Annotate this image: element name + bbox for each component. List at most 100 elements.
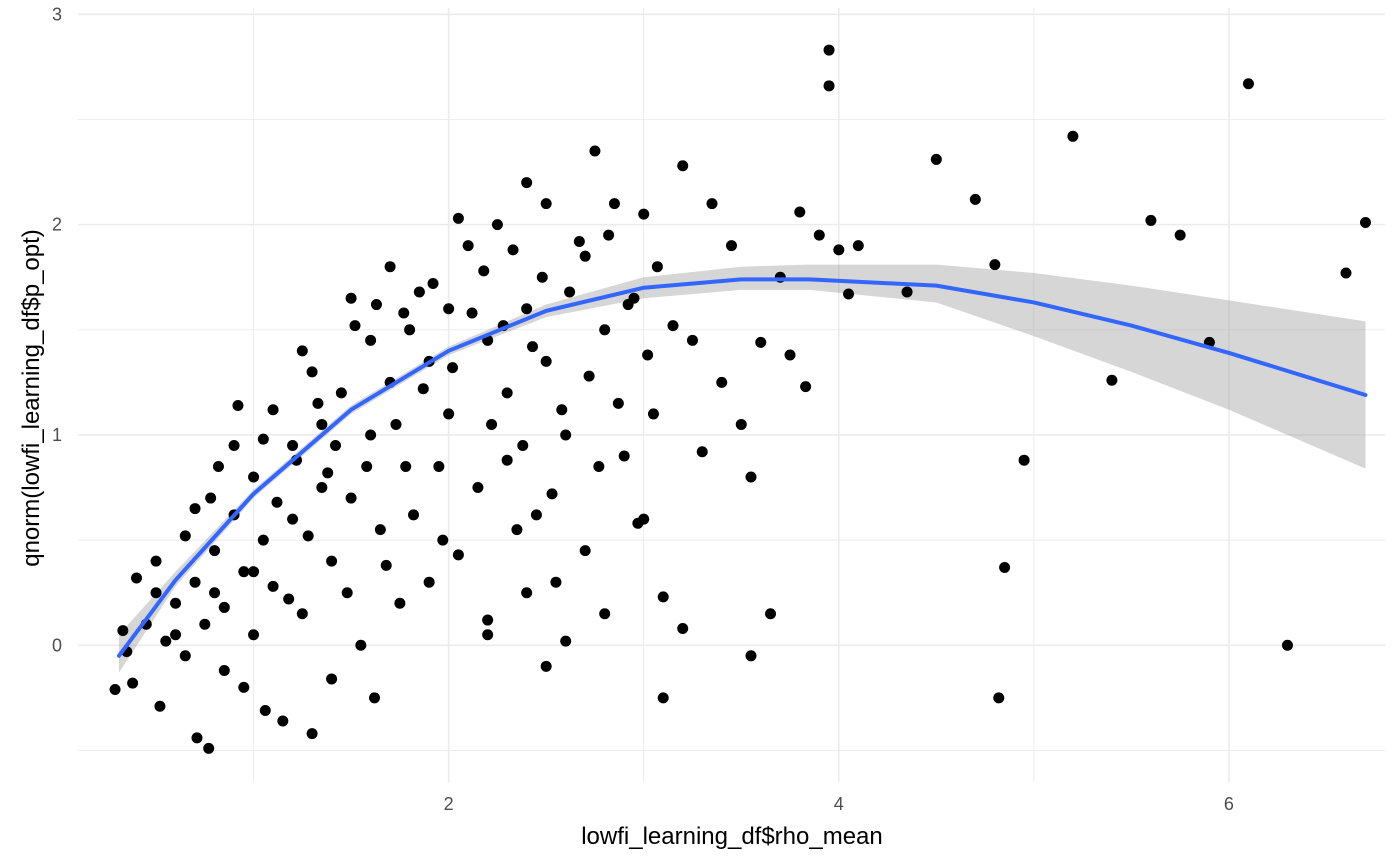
data-point	[1242, 78, 1254, 90]
data-point	[1067, 130, 1079, 142]
data-point	[583, 370, 595, 382]
data-point	[599, 324, 611, 336]
data-point	[427, 278, 439, 290]
data-point	[638, 208, 650, 220]
data-point	[127, 677, 139, 689]
data-point	[154, 700, 166, 712]
data-point	[540, 355, 552, 367]
data-point	[257, 433, 269, 445]
data-point	[131, 572, 143, 584]
data-point	[478, 265, 490, 277]
data-point	[618, 450, 630, 462]
data-point	[326, 673, 338, 685]
y-tick-label: 3	[52, 4, 62, 24]
data-point	[228, 439, 240, 451]
data-point	[267, 580, 279, 592]
data-point	[355, 639, 367, 651]
data-point	[287, 513, 299, 525]
data-point	[365, 429, 377, 441]
data-point	[462, 240, 474, 252]
data-point	[622, 299, 634, 311]
data-point	[696, 446, 708, 458]
data-point	[259, 704, 271, 716]
data-point	[322, 467, 334, 479]
data-point	[1340, 267, 1352, 279]
data-point	[109, 683, 121, 695]
data-point	[365, 334, 377, 346]
data-point	[599, 608, 611, 620]
data-point	[706, 198, 718, 210]
data-point	[189, 576, 201, 588]
x-tick-label: 6	[1224, 794, 1234, 814]
data-point	[374, 524, 386, 536]
data-point	[443, 303, 455, 315]
data-point	[1106, 374, 1118, 386]
data-point	[536, 271, 548, 283]
data-point	[530, 509, 542, 521]
data-point	[150, 555, 162, 567]
data-point	[335, 387, 347, 399]
data-point	[593, 461, 605, 473]
data-point	[823, 44, 835, 56]
y-axis-title: qnorm(lowfi_learning_df$p_opt)	[18, 229, 45, 567]
data-point	[930, 153, 942, 165]
data-point	[1145, 214, 1157, 226]
data-point	[813, 229, 825, 241]
data-point	[302, 530, 314, 542]
data-point	[423, 576, 435, 588]
major-gridlines	[78, 8, 1385, 782]
data-point	[160, 635, 172, 647]
data-point	[1174, 229, 1186, 241]
data-point	[1359, 217, 1371, 229]
y-axis-tick-labels: 0 1 2 3	[52, 4, 62, 655]
data-point	[349, 320, 361, 332]
smooth-line-layer	[116, 277, 1368, 658]
data-point	[560, 635, 572, 647]
data-point	[443, 408, 455, 420]
x-axis-title: lowfi_learning_df$rho_mean	[581, 823, 883, 850]
data-point	[345, 292, 357, 304]
data-point	[326, 555, 338, 567]
data-point	[638, 513, 650, 525]
data-point	[150, 587, 162, 599]
data-point	[755, 336, 767, 348]
data-point	[521, 177, 533, 189]
data-point	[677, 622, 689, 634]
data-point	[556, 404, 568, 416]
data-point	[257, 534, 269, 546]
data-point	[579, 250, 591, 262]
data-point	[521, 587, 533, 599]
data-point	[573, 235, 585, 247]
data-point	[209, 587, 221, 599]
data-point	[843, 288, 855, 300]
data-point	[361, 461, 373, 473]
data-point	[1018, 454, 1030, 466]
data-point	[287, 439, 299, 451]
data-point	[501, 454, 513, 466]
data-point	[651, 261, 663, 273]
data-point	[306, 366, 318, 378]
data-point	[400, 461, 412, 473]
data-point	[677, 160, 689, 172]
data-point	[1281, 639, 1293, 651]
data-point	[117, 625, 129, 637]
data-point	[238, 681, 250, 693]
data-point	[501, 387, 513, 399]
data-point	[517, 439, 529, 451]
data-point	[507, 244, 519, 256]
y-tick-label: 2	[52, 215, 62, 235]
y-tick-label: 1	[52, 425, 62, 445]
x-tick-label: 2	[444, 794, 454, 814]
data-point	[546, 488, 558, 500]
data-point	[248, 566, 260, 578]
data-point	[267, 404, 279, 416]
data-point	[238, 566, 250, 578]
data-point	[370, 299, 382, 311]
data-point	[316, 418, 328, 430]
x-axis-tick-labels: 2 4 6	[444, 794, 1234, 814]
data-point	[833, 244, 845, 256]
data-point	[794, 206, 806, 218]
data-point	[452, 549, 464, 561]
data-point	[527, 341, 539, 353]
data-point	[745, 471, 757, 483]
